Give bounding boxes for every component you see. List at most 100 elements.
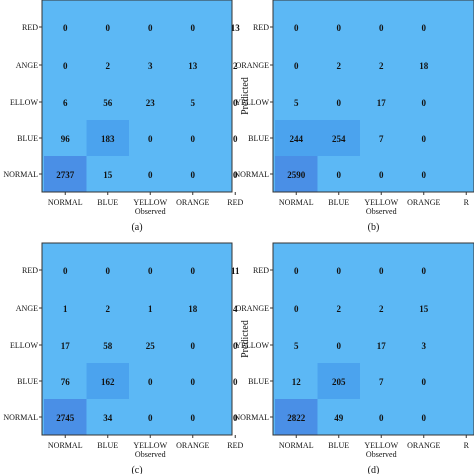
cell-value-label: 0 (233, 377, 238, 387)
cell-value-label: 0 (337, 98, 342, 108)
y-tick-label: NORMAL (3, 170, 38, 179)
panel-border (41, 0, 233, 193)
cell-value-label: 76 (61, 377, 71, 387)
cell-value-label: 7 (379, 377, 384, 387)
cell-value-label: 0 (422, 98, 427, 108)
y-tick-label: YELLOW (235, 98, 269, 107)
cell-value-label: 0 (233, 98, 238, 108)
cell-value-label: 0 (148, 134, 153, 144)
cell-value-label: 56 (103, 98, 113, 108)
cell-value-label: 205 (332, 377, 346, 387)
cell-value-label: 0 (233, 413, 238, 423)
y-axis-title: Predicted (240, 77, 251, 115)
y-tick-label: NORMAL (3, 413, 38, 422)
cell-value-label: 1 (148, 304, 153, 314)
x-tick-label: BLUE (97, 441, 118, 450)
y-tick-label: ORANGE (236, 304, 269, 313)
cell-value-label: 2 (337, 304, 342, 314)
cell-value-label: 0 (422, 170, 427, 180)
cell-value-label: 0 (148, 266, 153, 276)
x-axis-title: Observed (135, 450, 166, 459)
cell-value-label: 0 (337, 23, 342, 33)
cell-value-label: 6 (63, 98, 68, 108)
cell-value-label: 0 (191, 341, 196, 351)
cell-value-label: 0 (422, 134, 427, 144)
cell-value-label: 0 (422, 377, 427, 387)
cell-value-label: 12 (292, 377, 302, 387)
cell-value-label: 0 (191, 23, 196, 33)
cell-value-label: 4 (233, 304, 238, 314)
y-tick-label: BLUE (248, 377, 269, 386)
cell-value-label: 0 (191, 413, 196, 423)
cell-value-label: 0 (191, 134, 196, 144)
cell-value-label: 0 (379, 266, 384, 276)
y-tick-label: ELLOW (10, 98, 38, 107)
x-tick-label: RED (227, 198, 243, 207)
cell-value-label: 0 (191, 170, 196, 180)
cell-value-label: 5 (294, 98, 299, 108)
heatmap-cell (317, 363, 360, 399)
cell-value-label: 0 (63, 23, 68, 33)
cell-value-label: 0 (148, 377, 153, 387)
panel-label: (a) (131, 222, 142, 233)
cell-value-label: 2 (379, 304, 384, 314)
x-tick-label: ORANGE (176, 198, 209, 207)
cell-value-label: 0 (422, 413, 427, 423)
cell-value-label: 11 (231, 266, 240, 276)
cell-value-label: 2 (233, 61, 238, 71)
y-axis-title: Predicted (240, 320, 251, 358)
x-tick-label: ORANGE (407, 198, 440, 207)
x-tick-label: YELLOW (364, 441, 398, 450)
cell-value-label: 17 (377, 98, 387, 108)
cell-value-label: 18 (419, 61, 429, 71)
panel-border (272, 242, 474, 436)
heatmap-cell (317, 120, 360, 156)
x-tick-label: BLUE (328, 198, 349, 207)
cell-value-label: 0 (294, 304, 299, 314)
x-axis-title: Observed (366, 450, 397, 459)
y-tick-label: ANGE (16, 61, 38, 70)
heatmap-cell (44, 399, 87, 435)
heatmap-cell (275, 399, 318, 435)
cell-value-label: 0 (233, 341, 238, 351)
heatmap-cell (86, 363, 129, 399)
x-tick-label: NORMAL (48, 198, 83, 207)
y-tick-label: ORANGE (236, 61, 269, 70)
cell-value-label: 25 (146, 341, 156, 351)
cell-value-label: 5 (294, 341, 299, 351)
x-tick-label: ORANGE (407, 441, 440, 450)
cell-value-label: 15 (419, 304, 429, 314)
cell-value-label: 3 (422, 341, 427, 351)
cell-value-label: 96 (61, 134, 71, 144)
cell-value-label: 2 (379, 61, 384, 71)
heatmap-cell (44, 156, 87, 192)
panel-border (41, 242, 233, 436)
cell-value-label: 183 (101, 134, 115, 144)
panel-border (272, 0, 474, 193)
heatmap-cell (275, 120, 318, 156)
cell-value-label: 0 (294, 61, 299, 71)
cell-value-label: 0 (106, 23, 111, 33)
cell-value-label: 0 (379, 413, 384, 423)
heatmap-cell (275, 156, 318, 192)
x-tick-label: NORMAL (48, 441, 83, 450)
heatmap-cell (86, 120, 129, 156)
x-tick-label: R (464, 441, 470, 450)
x-tick-label: BLUE (97, 198, 118, 207)
y-tick-label: YELLOW (235, 341, 269, 350)
x-tick-label: YELLOW (364, 198, 398, 207)
cell-value-label: 17 (61, 341, 71, 351)
y-tick-label: NORMAL (234, 170, 269, 179)
y-tick-label: RED (253, 23, 269, 32)
cell-value-label: 0 (422, 266, 427, 276)
cell-value-label: 2 (337, 61, 342, 71)
cell-value-label: 0 (233, 170, 238, 180)
cell-value-label: 0 (63, 61, 68, 71)
x-tick-label: YELLOW (133, 198, 167, 207)
cell-value-label: 0 (148, 23, 153, 33)
cell-value-label: 0 (337, 341, 342, 351)
cell-value-label: 254 (332, 134, 346, 144)
x-tick-label: BLUE (328, 441, 349, 450)
cell-value-label: 2822 (287, 413, 306, 423)
